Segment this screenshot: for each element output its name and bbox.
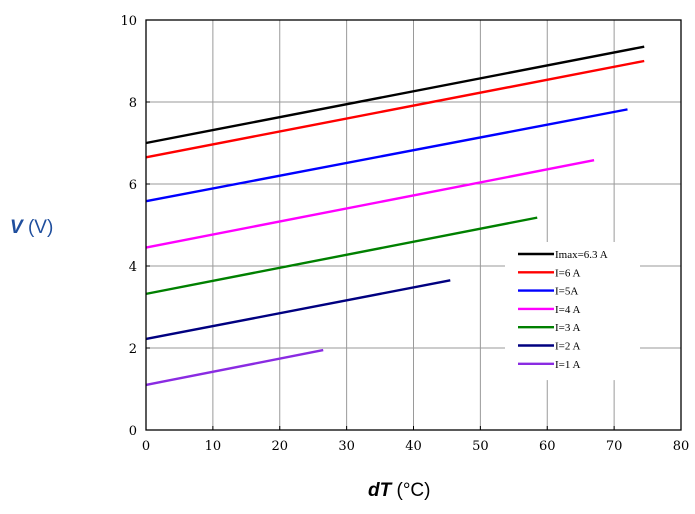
y-axis-symbol: V — [10, 217, 23, 238]
y-axis-unit: (V) — [27, 217, 54, 238]
x-tick-label: 30 — [338, 439, 355, 454]
legend-box — [505, 242, 640, 381]
legend-label: Imax=6.3 A — [555, 249, 608, 261]
series-line — [145, 45, 645, 145]
y-tick-label: 10 — [120, 14, 137, 29]
x-axis-symbol: dT — [368, 480, 392, 501]
y-tick-label: 8 — [129, 96, 137, 111]
series-line — [145, 348, 324, 387]
legend-label: I=6 A — [555, 267, 581, 279]
y-tick-label: 0 — [129, 424, 137, 439]
series-line — [145, 279, 451, 341]
legend-label: I=3 A — [555, 322, 581, 334]
x-tick-label: 60 — [539, 439, 556, 454]
series-layer — [145, 45, 645, 387]
x-tick-label: 80 — [673, 439, 690, 454]
x-tick-label: 40 — [405, 439, 422, 454]
legend-label: I=1 A — [555, 359, 581, 371]
legend-label: I=4 A — [555, 304, 581, 316]
x-axis-unit: (°C) — [396, 480, 431, 501]
x-tick-label: 50 — [472, 439, 489, 454]
y-tick-label: 4 — [129, 260, 137, 275]
series-line — [145, 108, 628, 203]
ticks: 0 10 20 30 40 50 60 70 80 0 2 4 6 8 10 — [120, 14, 689, 454]
legend-label: I=5A — [555, 286, 578, 298]
x-axis-label: dT (°C) — [368, 480, 430, 502]
grid — [146, 20, 681, 430]
y-tick-label: 2 — [129, 342, 137, 357]
legend: Imax=6.3 A I=6 A I=5A I=4 A I=3 A I=2 A I=1 A — [505, 242, 640, 381]
x-tick-label: 10 — [205, 439, 222, 454]
y-axis-label: V (V) — [10, 217, 53, 239]
series-line — [145, 159, 595, 249]
x-tick-label: 0 — [142, 439, 150, 454]
y-tick-label: 6 — [129, 178, 137, 193]
x-tick-label: 20 — [271, 439, 288, 454]
legend-label: I=2 A — [555, 341, 581, 353]
series-line — [145, 216, 538, 296]
series-line — [145, 59, 645, 159]
x-tick-label: 70 — [606, 439, 623, 454]
